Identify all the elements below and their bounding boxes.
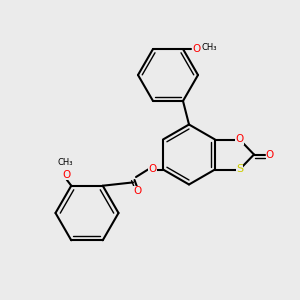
Text: O: O xyxy=(266,149,274,160)
Text: O: O xyxy=(63,170,71,180)
Text: O: O xyxy=(192,44,201,54)
Text: O: O xyxy=(236,134,244,145)
Text: S: S xyxy=(236,164,243,175)
Text: CH₃: CH₃ xyxy=(58,158,73,167)
Text: O: O xyxy=(148,164,157,175)
Text: CH₃: CH₃ xyxy=(202,43,217,52)
Text: O: O xyxy=(134,186,142,197)
